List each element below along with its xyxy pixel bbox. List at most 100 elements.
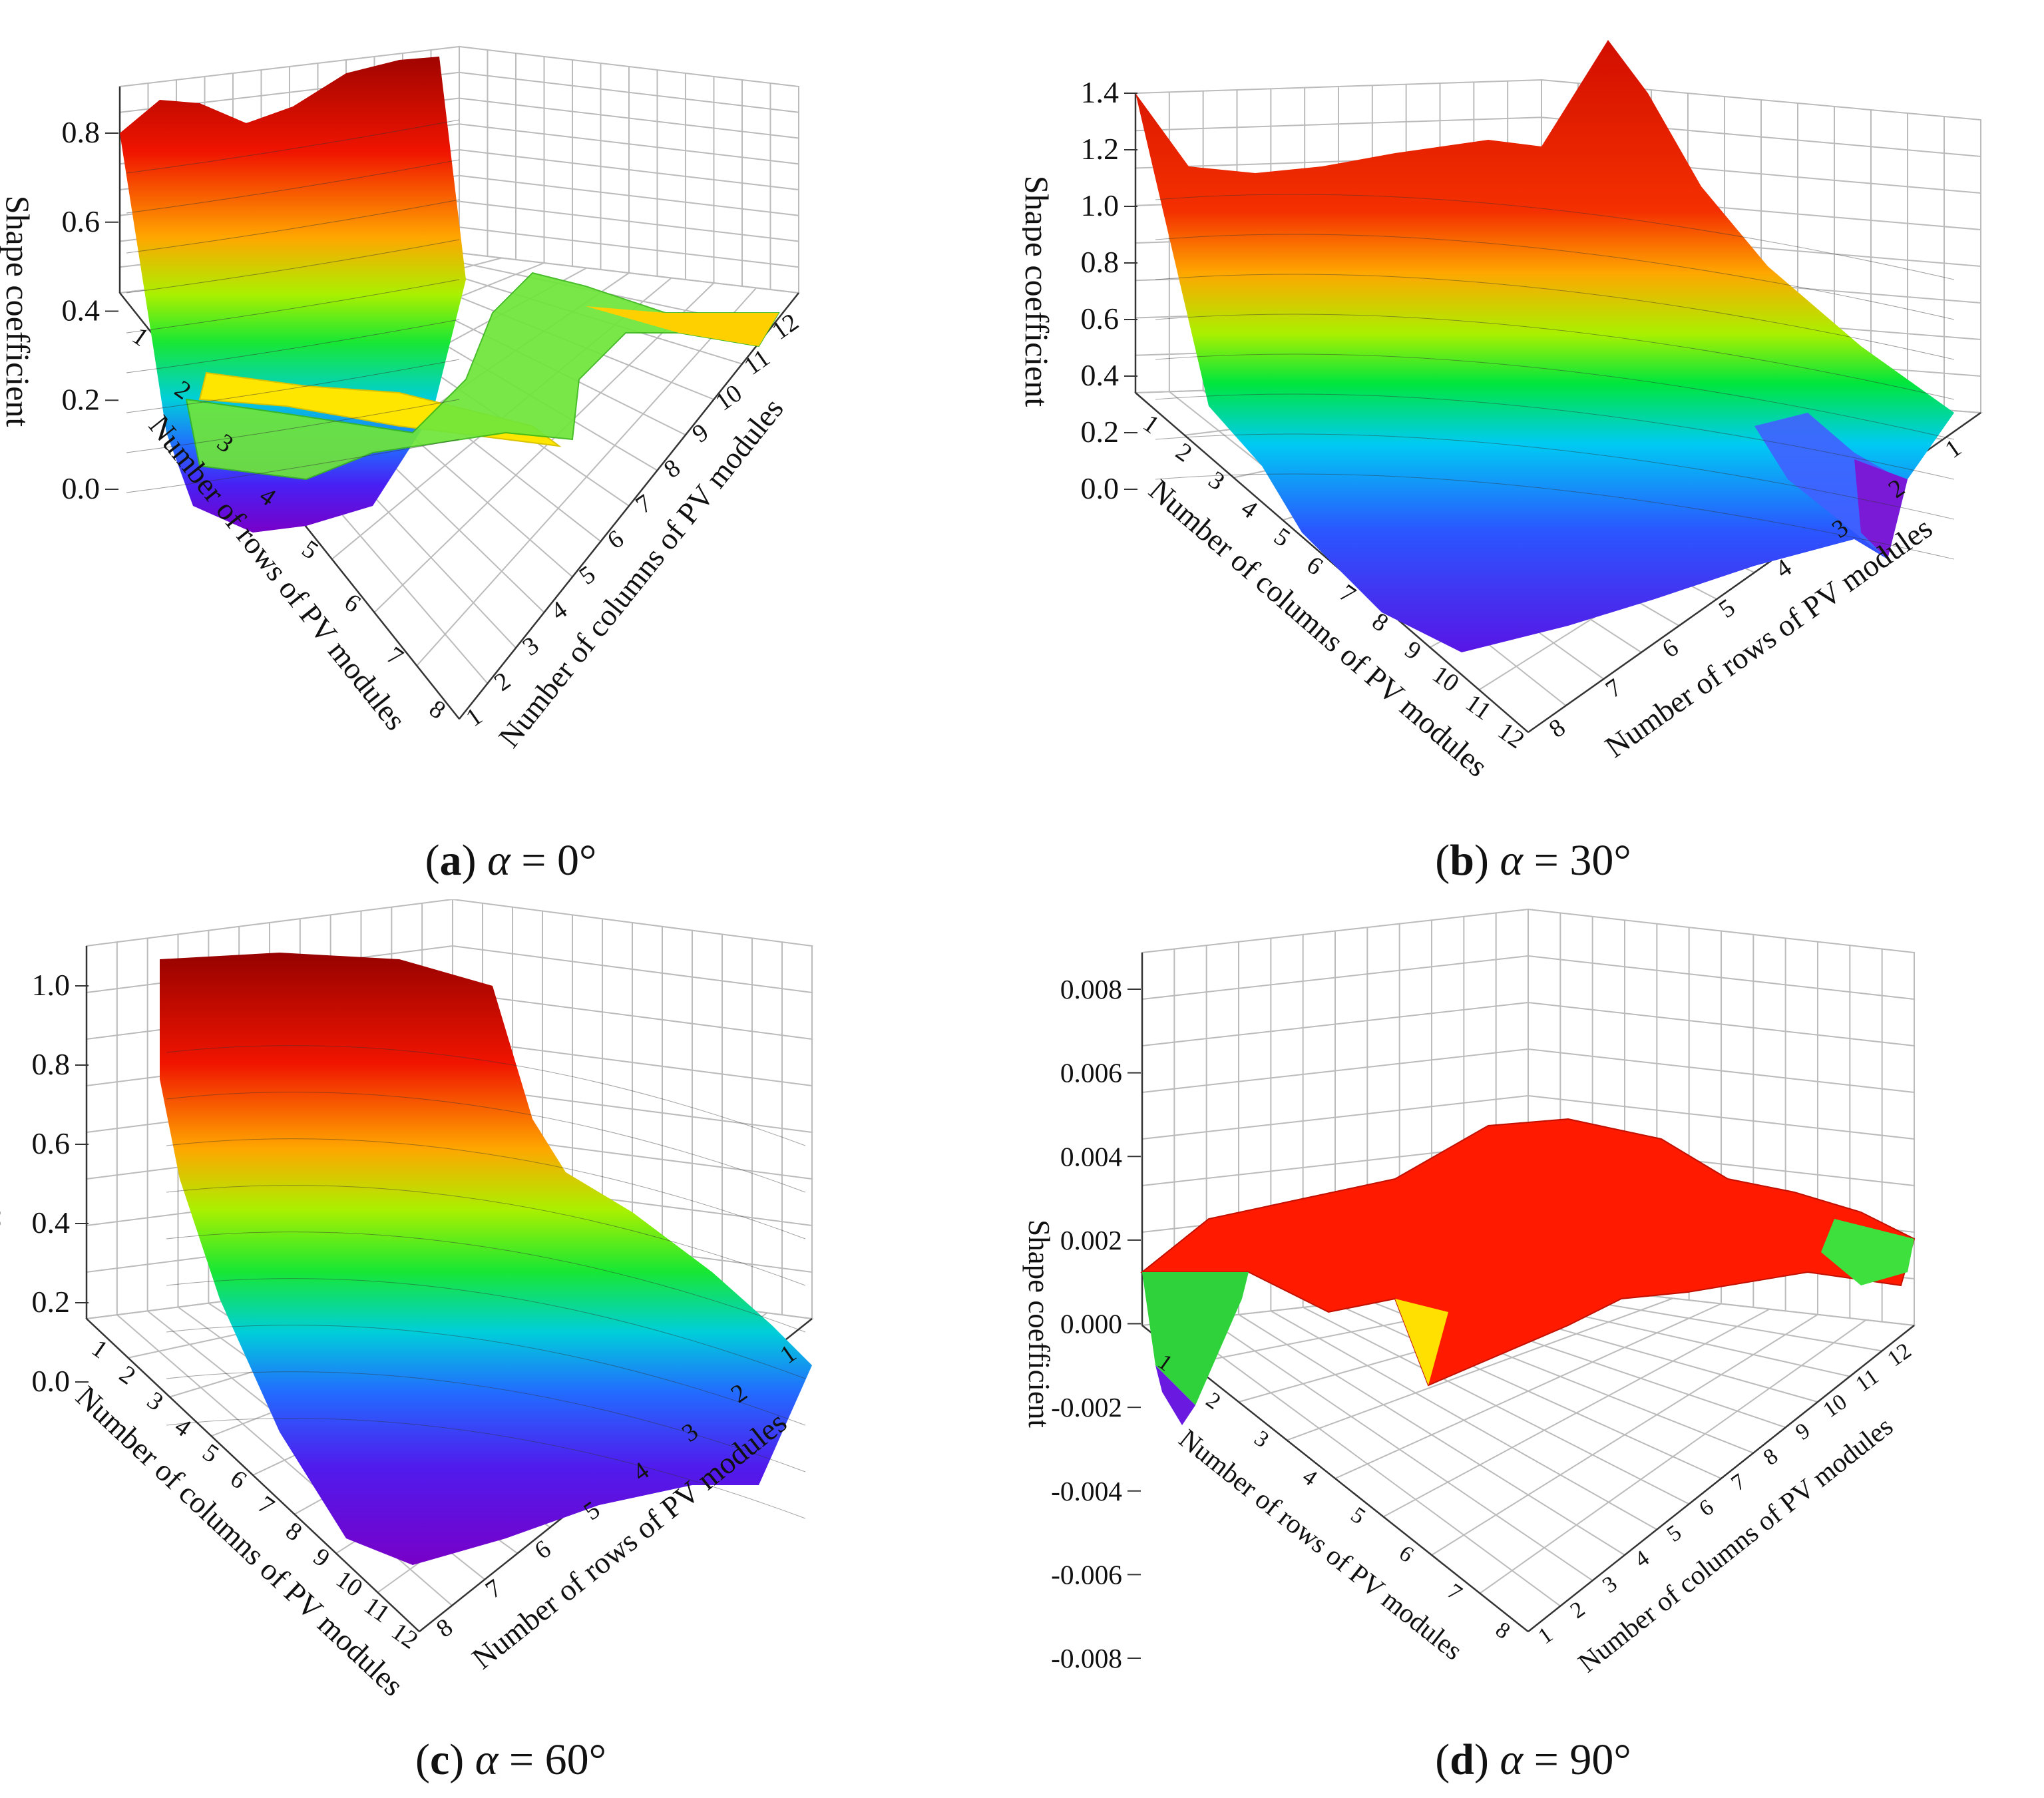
right-floor-axis-title: Number of columns of PV modules — [492, 391, 790, 754]
z-tick-label: 0.8 — [32, 1047, 71, 1081]
z-tick-labels: 0.0 0.2 0.4 0.6 0.8 1.0 1.2 1.4 — [1081, 75, 1137, 505]
floor-tick-label: 12 — [1493, 717, 1530, 754]
contour-line — [166, 1232, 806, 1333]
floor-tick-label: 5 — [1663, 1520, 1686, 1547]
contour-line — [1155, 314, 1955, 400]
z-tick-label: -0.008 — [1051, 1643, 1122, 1674]
wall-grid-line — [119, 71, 799, 113]
floor-tick-label: 10 — [710, 379, 747, 416]
surface-dip-low — [1854, 459, 1908, 559]
floor-tick-label: 1 — [1940, 434, 1967, 464]
caption-c: (c) α = 60° — [415, 1735, 607, 1784]
panel-d: -0.008 -0.006 -0.004 -0.002 0.000 0.002 0.004 0… — [1022, 899, 2044, 1798]
caption-value: = 30° — [1533, 836, 1631, 885]
floor-tick-label: 8 — [424, 695, 451, 725]
floor-tick-label: 7 — [1727, 1469, 1750, 1496]
floor-tick-label: 12 — [386, 1617, 423, 1654]
contour-line — [126, 239, 460, 294]
contour-line — [166, 1185, 806, 1286]
z-tick-labels: 0.0 0.2 0.4 0.6 0.8 — [62, 115, 118, 505]
z-tick-label: 1.0 — [32, 968, 71, 1002]
caption-symbol: α — [1500, 836, 1524, 885]
floor-tick-label: 3 — [142, 1386, 168, 1416]
floor-tick-label: 6 — [1394, 1541, 1418, 1568]
floor-tick-label: 7 — [1601, 674, 1627, 704]
floor-tick-label: 8 — [659, 454, 686, 484]
z-tick-label: 1.2 — [1081, 132, 1120, 166]
caption-value: = 90° — [1533, 1735, 1631, 1784]
floor-tick-label: 4 — [1631, 1546, 1654, 1572]
floor-tick-label: 3 — [1250, 1426, 1273, 1453]
wall-grid-line — [1141, 1001, 1915, 1046]
contour-line — [126, 359, 460, 413]
contour-line — [166, 1045, 806, 1146]
contour-line — [1155, 433, 1955, 520]
caption-a: (a) α = 0° — [425, 836, 597, 885]
z-tick-label: -0.006 — [1051, 1559, 1122, 1590]
surface-c — [160, 953, 812, 1565]
floor-tick-label: 3 — [1203, 466, 1230, 496]
caption-symbol: α — [1500, 1735, 1524, 1784]
floor-tick-label: 7 — [1443, 1579, 1466, 1606]
wall-grid-line — [1141, 1094, 1915, 1140]
floor-tick-label: 7 — [631, 489, 658, 519]
surface-plot-b: 0.0 0.2 0.4 0.6 0.8 1.0 1.2 1.4 Shape coefficien… — [1022, 40, 1983, 784]
surface-d — [1140, 1118, 1916, 1425]
z-tick-label: 0.008 — [1060, 974, 1122, 1005]
floor-tick-label: 3 — [518, 631, 544, 661]
floor-tick-label: 10 — [1427, 660, 1464, 698]
floor-tick-label: 6 — [225, 1464, 252, 1494]
panel-c: 0.0 0.2 0.4 0.6 0.8 1.0 Shape coefficient 1 2 3 4 5… — [0, 899, 1022, 1798]
z-tick-label: 0.0 — [62, 471, 101, 505]
floor-tick-label: 12 — [1883, 1339, 1916, 1372]
floor-tick-label: 4 — [1770, 554, 1797, 584]
z-tick-label: 0.4 — [62, 294, 101, 328]
floor-tick-label: 10 — [1819, 1389, 1852, 1423]
contour-line — [126, 319, 460, 373]
floor-tick-label: 6 — [1695, 1495, 1718, 1522]
caption-b: (b) α = 30° — [1435, 836, 1631, 885]
z-tick-label: 0.2 — [1081, 415, 1120, 449]
floor-tick-label: 4 — [170, 1413, 196, 1443]
floor-grid-line — [1303, 1307, 1690, 1505]
floor-tick-label: 2 — [114, 1360, 141, 1390]
z-tick-label: 0.0 — [1081, 471, 1120, 505]
floor-tick-label: 8 — [1759, 1444, 1782, 1470]
floor-tick-label: 6 — [1301, 551, 1328, 580]
floor-tick-label: 7 — [1334, 579, 1361, 609]
z-tick-label: 0.0 — [32, 1364, 71, 1398]
floor-tick-label: 5 — [1714, 594, 1740, 624]
panel-b: 0.0 0.2 0.4 0.6 0.8 1.0 1.2 1.4 Shape coefficien… — [1022, 0, 2044, 899]
floor-tick-label: 11 — [1460, 689, 1496, 726]
floor-tick-label: 9 — [688, 418, 714, 448]
floor-tick-label: 8 — [431, 1613, 458, 1643]
floor-tick-label: 5 — [1346, 1502, 1370, 1529]
surface-right-green — [1821, 1219, 1914, 1285]
surface-main — [1135, 40, 1954, 652]
contour-line — [1155, 194, 1955, 280]
contour-line — [166, 1418, 806, 1519]
z-tick-label: 0.6 — [1081, 302, 1120, 336]
surface-spike — [1395, 1299, 1448, 1385]
floor-tick-label: 8 — [1491, 1618, 1514, 1644]
floor-grid-line — [1206, 1317, 1593, 1582]
right-floor-axis-title: Number of columns of PV modules — [1572, 1411, 1898, 1678]
surface-b — [1135, 40, 1955, 652]
z-tick-label: 0.4 — [32, 1206, 71, 1239]
caption-value: = 60° — [509, 1735, 607, 1784]
caption-label: a — [439, 836, 462, 885]
floor-grid-line — [1238, 1313, 1625, 1556]
wall-grid-line — [1135, 116, 1981, 157]
surface-main — [160, 953, 812, 1565]
floor-tick-label: 9 — [308, 1542, 335, 1572]
z-axis-label: Shape coefficient — [1022, 1220, 1056, 1428]
wall-grid-line — [1141, 1048, 1915, 1093]
z-tick-label: 0.004 — [1060, 1141, 1122, 1172]
contour-line — [166, 1371, 806, 1472]
floor-grid-line — [1334, 1303, 1722, 1479]
floor-tick-label: 5 — [1269, 523, 1295, 553]
floor-tick-label: 8 — [1367, 607, 1394, 637]
right-floor-axis — [1528, 1325, 1915, 1632]
